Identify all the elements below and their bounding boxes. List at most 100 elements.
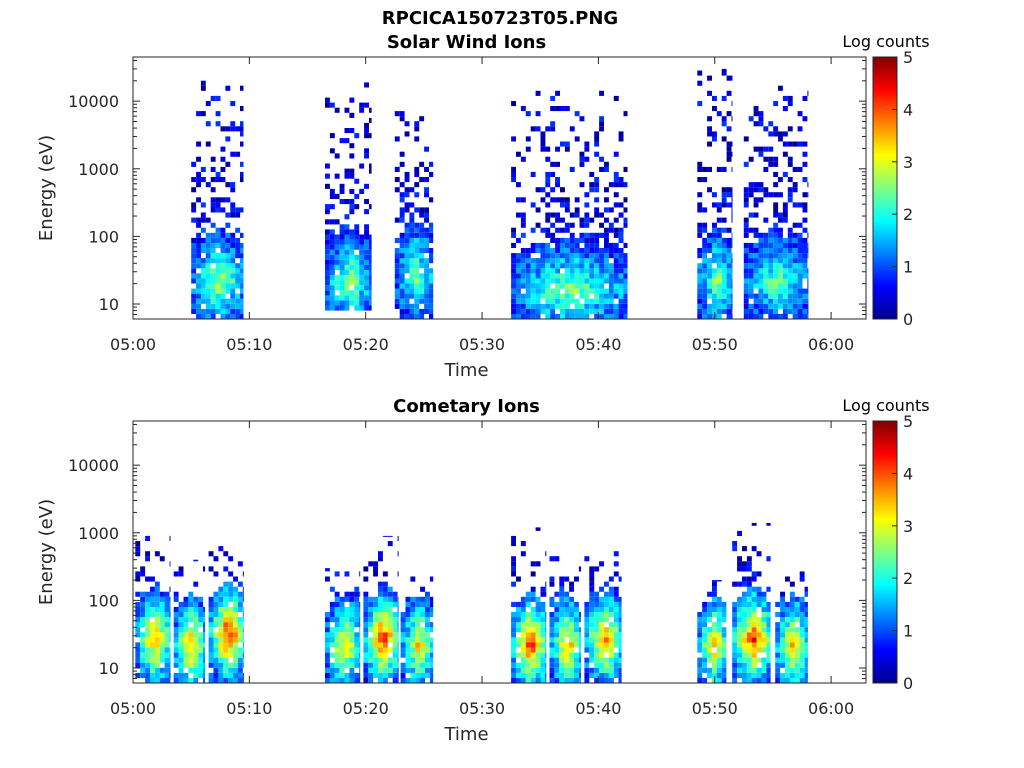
spectrogram-cell	[530, 657, 536, 663]
spectrogram-cell	[399, 273, 405, 279]
spectrogram-cell	[716, 258, 722, 264]
spectrogram-cell	[191, 263, 197, 269]
spectrogram-cell	[702, 242, 708, 248]
spectrogram-cell	[169, 612, 171, 618]
spectrogram-cell	[520, 627, 526, 633]
spectrogram-cell	[574, 273, 580, 279]
spectrogram-cell	[604, 161, 609, 167]
spectrogram-cell	[164, 606, 170, 612]
spectrogram-cell	[794, 596, 800, 602]
spectrogram-cell	[409, 283, 415, 289]
spectrogram-cell	[410, 576, 416, 582]
spectrogram-cell	[242, 657, 244, 663]
spectrogram-cell	[716, 248, 722, 254]
spectrogram-cell	[409, 288, 415, 294]
spectrogram-cell	[325, 259, 330, 265]
spectrogram-cell	[424, 237, 429, 243]
spectrogram-cell	[804, 612, 808, 618]
spectrogram-cell	[196, 263, 201, 269]
spectrogram-cell	[530, 126, 536, 132]
spectrogram-cell	[550, 248, 556, 254]
spectrogram-cell	[540, 308, 546, 314]
spectrogram-cell	[555, 161, 560, 167]
spectrogram-cell	[707, 627, 712, 633]
spectrogram-cell	[410, 642, 416, 648]
spectrogram-cell	[240, 303, 244, 309]
spectrogram-cell	[555, 303, 560, 309]
spectrogram-cell	[223, 632, 229, 638]
spectrogram-cell	[589, 308, 595, 314]
spectrogram-cell	[363, 612, 369, 618]
spectrogram-cell	[773, 248, 779, 254]
spectrogram-cell	[604, 248, 609, 254]
spectrogram-cell	[200, 242, 206, 248]
spectrogram-cell	[392, 672, 398, 678]
spectrogram-cell	[594, 232, 600, 238]
spectrogram-cell	[414, 121, 420, 127]
spectrogram-cell	[200, 273, 206, 279]
spectrogram-cell	[329, 662, 335, 668]
spectrogram-cell	[608, 222, 614, 228]
spectrogram-cell	[549, 601, 555, 607]
spectrogram-cell	[721, 166, 727, 172]
spectrogram-cell	[768, 288, 774, 294]
spectrogram-cell	[743, 263, 749, 269]
spectrogram-cell	[613, 632, 619, 638]
spectrogram-cell	[183, 601, 189, 607]
spectrogram-cell	[707, 237, 712, 243]
spectrogram-cell	[599, 617, 604, 623]
spectrogram-cell	[135, 652, 141, 658]
spectrogram-cell	[516, 268, 521, 274]
spectrogram-cell	[364, 148, 369, 154]
spectrogram-cell	[387, 586, 393, 592]
spectrogram-cell	[731, 273, 733, 279]
spectrogram-cell	[550, 171, 556, 177]
spectrogram-cell	[778, 258, 783, 264]
spectrogram-cell	[145, 576, 150, 582]
spectrogram-cell	[325, 295, 330, 301]
spectrogram-cell	[394, 268, 400, 274]
spectrogram-cell	[359, 254, 365, 260]
spectrogram-cell	[608, 677, 614, 683]
spectrogram-cell	[520, 541, 526, 547]
spectrogram-cell	[188, 627, 194, 633]
spectrogram-cell	[797, 242, 803, 248]
spectrogram-cell	[564, 576, 570, 582]
spectrogram-cell	[334, 606, 340, 612]
spectrogram-cell	[154, 622, 160, 628]
spectrogram-cell	[756, 657, 762, 663]
spectrogram-cell	[237, 601, 243, 607]
spectrogram-cell	[574, 677, 579, 683]
spectrogram-cell	[405, 652, 411, 658]
spectrogram-cell	[424, 187, 429, 193]
spectrogram-cell	[766, 637, 771, 643]
spectrogram-cell	[409, 232, 415, 238]
spectrogram-cell	[424, 232, 429, 238]
spectrogram-cell	[604, 207, 609, 213]
spectrogram-cell	[364, 285, 369, 291]
spectrogram-cell	[325, 183, 330, 189]
spectrogram-cell	[574, 313, 580, 319]
spectrogram-cell	[369, 300, 372, 306]
spectrogram-cell	[213, 606, 219, 612]
spectrogram-cell	[613, 601, 619, 607]
spectrogram-cell	[569, 232, 575, 238]
spectrogram-cell	[344, 290, 350, 296]
spectrogram-cell	[564, 667, 570, 673]
spectrogram-cell	[785, 662, 790, 668]
spectrogram-cell	[135, 622, 141, 628]
spectrogram-cell	[746, 642, 752, 648]
spectrogram-cell	[354, 204, 360, 210]
spectrogram-cell	[205, 258, 211, 264]
spectrogram-cell	[697, 101, 703, 107]
spectrogram-cell	[731, 151, 733, 157]
spectrogram-cell	[697, 313, 703, 319]
y-axis-label: Energy (eV)	[36, 499, 57, 605]
spectrogram-cell	[726, 248, 732, 254]
spectrogram-cell	[369, 249, 372, 255]
spectrogram-cell	[748, 288, 754, 294]
spectrogram-cell	[550, 308, 556, 314]
spectrogram-cell	[748, 212, 754, 218]
spectrogram-cell	[589, 232, 595, 238]
spectrogram-cell	[414, 253, 420, 259]
